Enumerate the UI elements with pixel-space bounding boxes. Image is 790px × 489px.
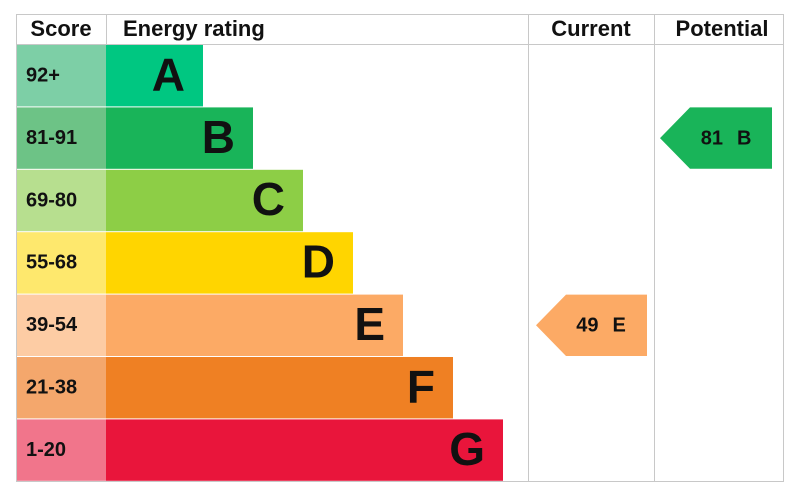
score-range: 21-38 bbox=[26, 376, 77, 398]
band-letter: G bbox=[449, 423, 485, 475]
score-range: 1-20 bbox=[26, 439, 66, 461]
score-cell bbox=[17, 45, 106, 107]
band-bar bbox=[106, 294, 403, 356]
potential-rating: B bbox=[737, 127, 751, 149]
score-cell bbox=[17, 294, 106, 356]
score-cell bbox=[17, 232, 106, 294]
band-letter: F bbox=[407, 360, 435, 412]
score-range: 69-80 bbox=[26, 189, 77, 211]
band-bar bbox=[106, 45, 203, 107]
score-cell bbox=[17, 419, 106, 481]
band-letter: A bbox=[152, 48, 185, 100]
band-bar bbox=[106, 169, 303, 232]
potential-value: 81 bbox=[701, 127, 723, 149]
band-letter: E bbox=[354, 298, 385, 350]
band-bar bbox=[106, 419, 503, 481]
score-range: 39-54 bbox=[26, 314, 78, 336]
header-current: Current bbox=[551, 16, 631, 41]
score-range: 92+ bbox=[26, 64, 60, 86]
score-cell bbox=[17, 357, 106, 419]
potential-arrow bbox=[660, 107, 772, 169]
current-rating: E bbox=[613, 315, 626, 337]
header-score: Score bbox=[30, 16, 91, 41]
band-bar bbox=[106, 357, 453, 419]
current-arrow bbox=[536, 294, 647, 356]
score-range: 81-91 bbox=[26, 127, 77, 149]
band-letter: B bbox=[202, 111, 235, 163]
band-letter: C bbox=[252, 173, 285, 225]
header-rating: Energy rating bbox=[123, 16, 265, 41]
score-cell bbox=[17, 107, 106, 169]
band-letter: D bbox=[302, 236, 335, 288]
band-bar bbox=[106, 232, 353, 294]
band-bar bbox=[106, 107, 253, 169]
header-potential: Potential bbox=[676, 16, 769, 41]
current-value: 49 bbox=[576, 315, 598, 337]
score-cell bbox=[17, 169, 106, 232]
frame bbox=[16, 14, 784, 482]
score-range: 55-68 bbox=[26, 252, 77, 274]
